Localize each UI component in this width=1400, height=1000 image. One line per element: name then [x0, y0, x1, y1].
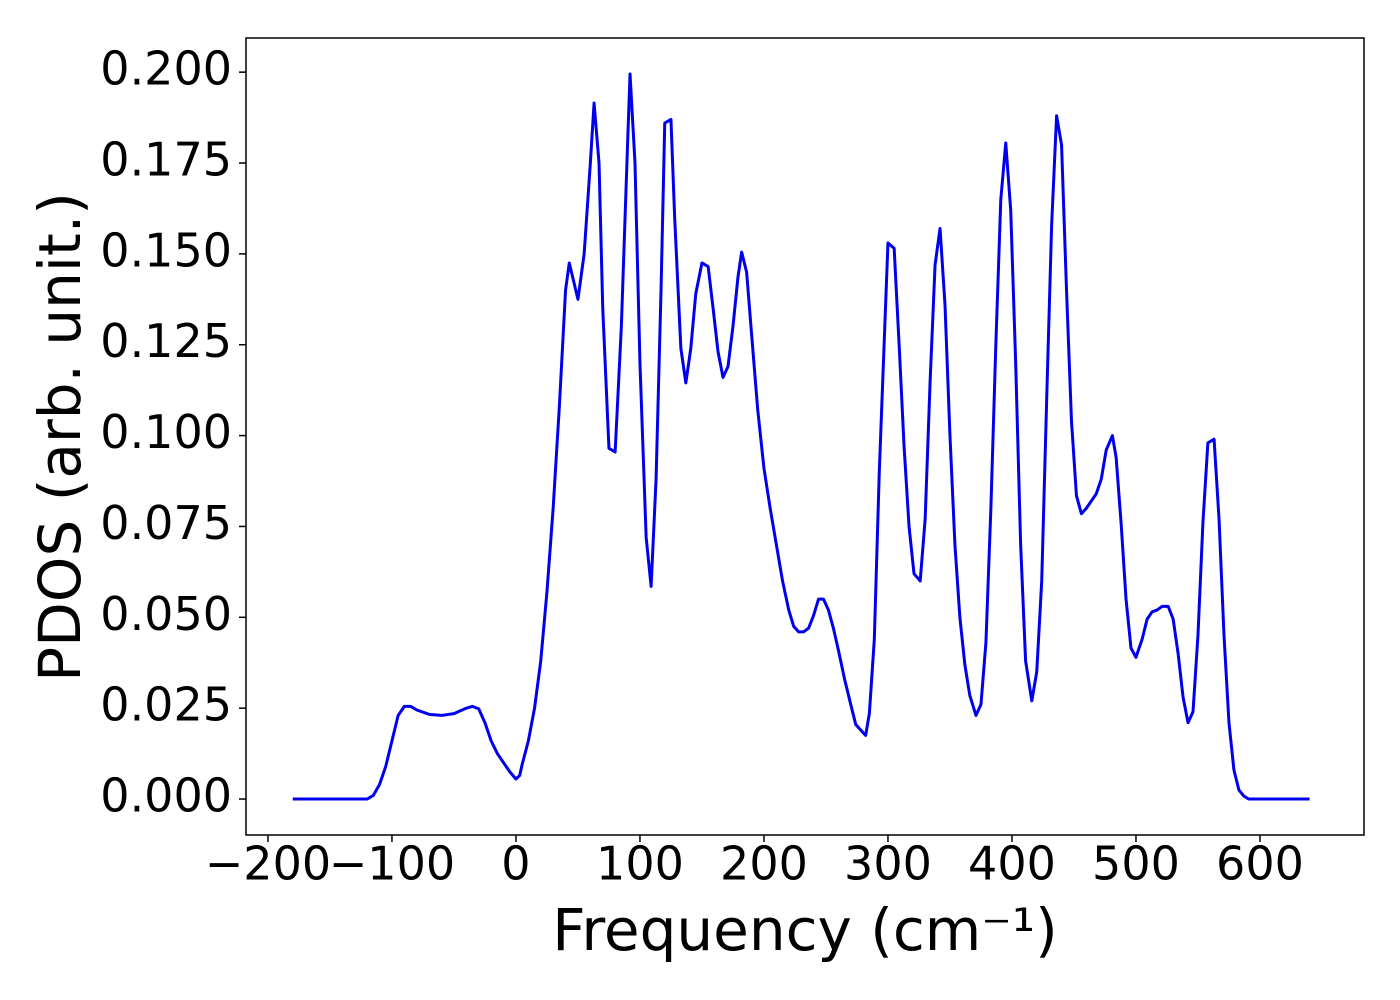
y-tick-label: 0.125	[100, 314, 232, 368]
x-tick-label: 100	[596, 837, 684, 891]
x-tick-label: −100	[329, 837, 455, 891]
y-tick-label: 0.050	[100, 587, 232, 641]
x-tick-label: 0	[501, 837, 530, 891]
y-tick-label: 0.075	[100, 496, 232, 550]
y-tick-label: 0.200	[100, 42, 232, 96]
x-tick-label: 200	[720, 837, 808, 891]
x-tick-label: 600	[1216, 837, 1304, 891]
y-tick-label: 0.000	[100, 769, 232, 823]
plot-frame	[245, 37, 1365, 836]
x-tick-label: 300	[844, 837, 932, 891]
y-tick-label: 0.175	[100, 133, 232, 187]
y-axis-label: PDOS (arb. unit.)	[26, 192, 94, 682]
x-tick-label: 400	[968, 837, 1056, 891]
x-tick-label: 500	[1092, 837, 1180, 891]
data-line	[292, 72, 1310, 801]
y-tick-label: 0.025	[100, 678, 232, 732]
x-axis-label: Frequency (cm⁻¹)	[552, 896, 1058, 964]
x-tick-label: −200	[205, 837, 331, 891]
y-tick-label: 0.150	[100, 223, 232, 277]
y-tick-label: 0.100	[100, 405, 232, 459]
